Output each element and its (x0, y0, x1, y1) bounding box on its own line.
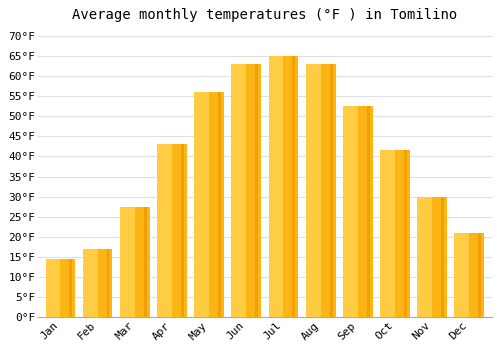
Bar (46, 259, 76, 317)
Bar (82, 249, 98, 317)
Bar (157, 145, 187, 317)
Bar (144, 207, 146, 317)
Bar (454, 233, 484, 317)
Bar (194, 92, 224, 317)
Bar (106, 249, 110, 317)
Bar (232, 64, 246, 317)
Bar (404, 150, 407, 317)
Bar (454, 233, 469, 317)
Bar (478, 233, 482, 317)
Bar (306, 64, 320, 317)
Bar (82, 249, 112, 317)
Bar (330, 64, 332, 317)
Bar (255, 64, 258, 317)
Bar (418, 197, 432, 317)
Bar (292, 56, 296, 317)
Bar (157, 145, 172, 317)
Bar (120, 207, 150, 317)
Bar (194, 92, 209, 317)
Bar (380, 150, 395, 317)
Bar (268, 56, 298, 317)
Bar (268, 56, 283, 317)
Bar (181, 145, 184, 317)
Bar (70, 259, 72, 317)
Bar (306, 64, 336, 317)
Bar (218, 92, 221, 317)
Bar (343, 106, 372, 317)
Bar (46, 259, 60, 317)
Bar (441, 197, 444, 317)
Bar (232, 64, 261, 317)
Bar (380, 150, 410, 317)
Bar (343, 106, 358, 317)
Title: Average monthly temperatures (°F ) in Tomilino: Average monthly temperatures (°F ) in To… (72, 8, 458, 22)
Bar (418, 197, 447, 317)
Bar (367, 106, 370, 317)
Bar (120, 207, 135, 317)
